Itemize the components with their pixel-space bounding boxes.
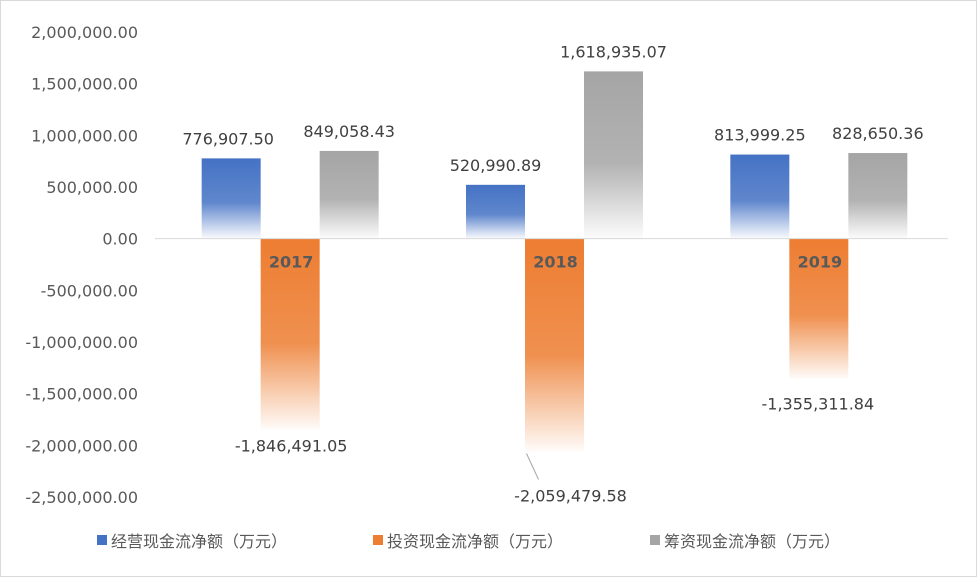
data-label: 828,650.36 — [832, 124, 924, 143]
data-labels: 776,907.50 -1,846,491.05 849,058.43 520,990… — [182, 42, 923, 505]
legend-label: 经营现金流净额（万元） — [111, 532, 287, 551]
category-labels: 2017 2018 2019 — [269, 253, 842, 272]
bar-operating-2017 — [201, 158, 261, 239]
data-label: 520,990.89 — [450, 156, 542, 175]
category-label: 2019 — [798, 253, 843, 272]
y-tick-label: -2,500,000.00 — [25, 488, 138, 507]
y-tick-label: -1,000,000.00 — [25, 333, 138, 352]
bar-financing-2019 — [848, 153, 908, 239]
category-label: 2018 — [533, 253, 578, 272]
data-label: 849,058.43 — [303, 122, 395, 141]
bar-financing-2017 — [319, 150, 379, 239]
y-tick-label: 1,000,000.00 — [31, 126, 138, 145]
y-axis-ticks: 2,000,000.00 1,500,000.00 1,000,000.00 500,… — [25, 23, 138, 507]
y-tick-label: -500,000.00 — [41, 281, 138, 300]
legend-label: 筹资现金流净额（万元） — [664, 532, 840, 551]
data-label: -2,059,479.58 — [514, 486, 627, 505]
bar-investing-2017 — [260, 238, 320, 430]
bar-investing-2019 — [789, 238, 849, 379]
bar-financing-2018 — [584, 71, 643, 239]
bar-investing-2018 — [525, 238, 584, 452]
bar-operating-2018 — [466, 184, 525, 239]
y-tick-label: -1,500,000.00 — [25, 385, 138, 404]
data-label: 813,999.25 — [714, 126, 806, 145]
leader-line — [526, 453, 539, 480]
y-tick-label: 500,000.00 — [46, 178, 138, 197]
legend-swatch — [650, 535, 660, 545]
legend-swatch — [97, 535, 107, 545]
data-label: 776,907.50 — [182, 129, 274, 148]
y-tick-label: -2,000,000.00 — [25, 436, 138, 455]
bars — [201, 71, 908, 452]
bar-operating-2019 — [730, 154, 790, 239]
legend-swatch — [373, 535, 383, 545]
data-label: -1,355,311.84 — [762, 395, 875, 414]
y-tick-label: 1,500,000.00 — [31, 75, 138, 94]
data-label: -1,846,491.05 — [235, 436, 348, 455]
legend: 经营现金流净额（万元） 投资现金流净额（万元） 筹资现金流净额（万元） — [97, 532, 840, 551]
y-tick-label: 0.00 — [102, 230, 138, 249]
y-tick-label: 2,000,000.00 — [31, 23, 138, 42]
leader-lines — [526, 453, 539, 480]
data-label: 1,618,935.07 — [560, 42, 667, 61]
legend-label: 投资现金流净额（万元） — [387, 532, 563, 551]
category-label: 2017 — [269, 253, 314, 272]
